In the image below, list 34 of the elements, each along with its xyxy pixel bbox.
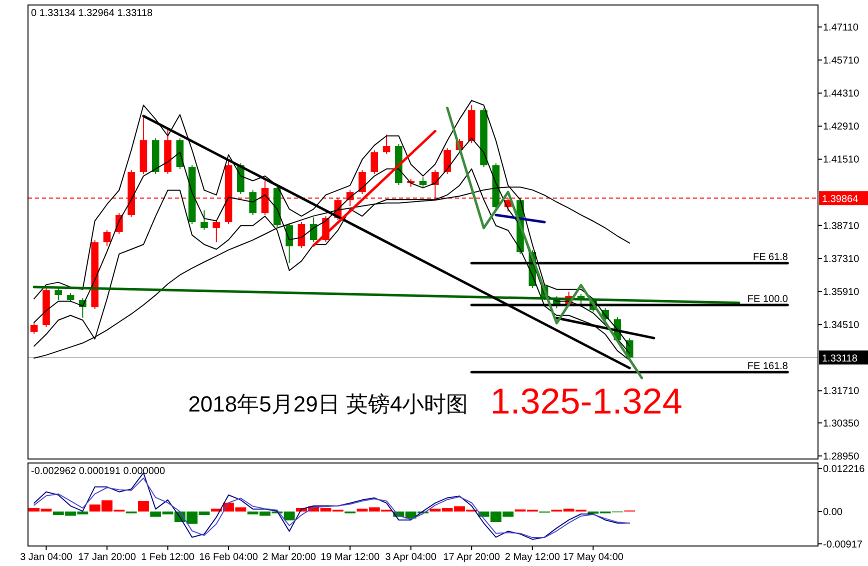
annotation: FE 61.8 [752, 252, 788, 264]
y-tick-label: 0.00 [823, 507, 843, 518]
ref-line-label: 1.33118 [822, 353, 858, 364]
y-tick-label: 1.38710 [823, 220, 860, 232]
text: 2018年5月29日 英镑4小时图 [188, 391, 468, 416]
y-tick-label: 1.30350 [823, 418, 860, 430]
y-tick-label: -0.00917 [823, 539, 863, 550]
y-tick-label: 1.37310 [823, 254, 860, 265]
x-tick-label: 1 Feb 12:00 [141, 552, 195, 563]
y-tick-label: 1.34510 [823, 320, 860, 332]
y-tick-label: 1.28950 [823, 451, 860, 462]
text: 1.325-1.324 [490, 380, 682, 422]
y-tick-label: 1.41510 [823, 154, 860, 166]
y-tick-label: 1.35910 [823, 287, 860, 298]
ref-line-label: 1.39864 [822, 194, 859, 206]
y-tick-label: 1.47110 [823, 22, 859, 34]
x-tick-label: 3 Apr 04:00 [385, 552, 437, 563]
x-tick-label: 3 Jan 04:00 [20, 552, 73, 563]
x-tick-label: 17 Jan 20:00 [78, 552, 136, 563]
annotation: FE 161.8 [747, 361, 788, 372]
x-tick-label: 17 Apr 20:00 [443, 552, 500, 563]
annotation: FE 100.0 [747, 294, 788, 305]
x-tick-label: 19 Mar 12:00 [320, 552, 380, 563]
y-tick-label: 1.44310 [823, 88, 860, 100]
y-tick-label: 0.012216 [823, 464, 866, 476]
annotation: -0.002962 0.000191 0.000000 [31, 466, 166, 477]
x-tick-label: 2 Mar 20:00 [262, 552, 316, 563]
x-tick-label: 17 May 04:00 [562, 552, 624, 563]
y-tick-label: 1.42910 [823, 122, 860, 133]
y-tick-label: 1.45710 [823, 56, 860, 67]
x-tick-label: 16 Feb 04:00 [199, 552, 258, 563]
annotation: 0 1.33134 1.32964 1.33118 [31, 8, 154, 19]
x-tick-label: 2 May 12:00 [504, 552, 560, 563]
y-tick-label: 1.31710 [823, 386, 860, 398]
